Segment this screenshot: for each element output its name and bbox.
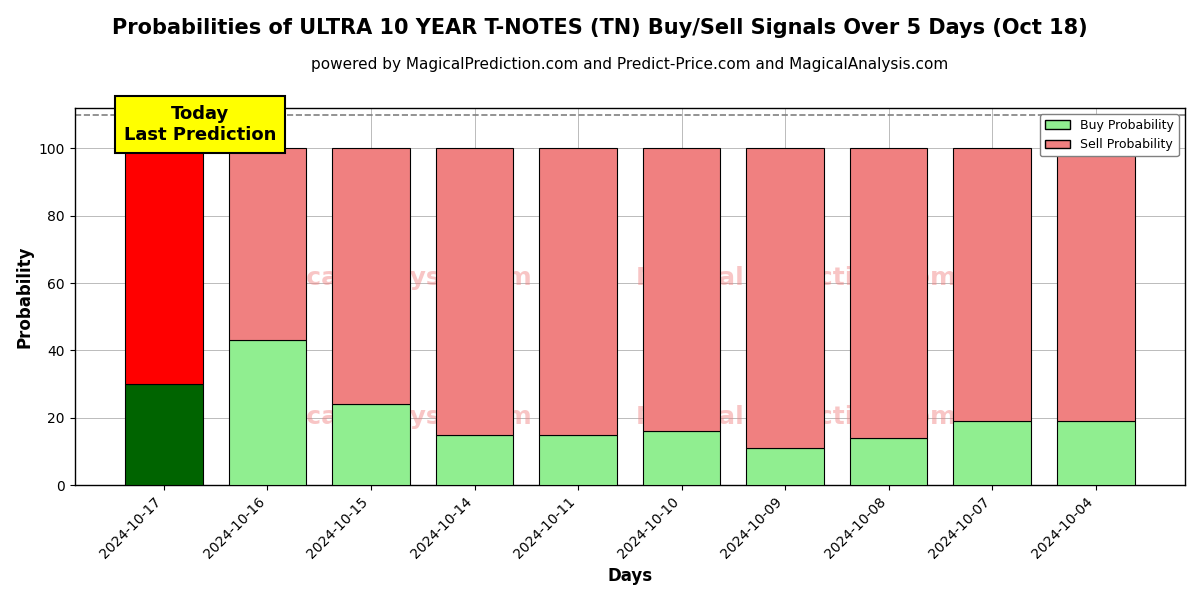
X-axis label: Days: Days — [607, 567, 653, 585]
Bar — [643, 431, 720, 485]
Bar — [850, 148, 928, 438]
Text: MagicalPrediction.com: MagicalPrediction.com — [636, 266, 958, 290]
Bar — [850, 438, 928, 485]
Bar — [229, 340, 306, 485]
Bar — [539, 148, 617, 434]
Text: Probabilities of ULTRA 10 YEAR T-NOTES (TN) Buy/Sell Signals Over 5 Days (Oct 18: Probabilities of ULTRA 10 YEAR T-NOTES (… — [112, 18, 1088, 38]
Bar — [746, 148, 824, 448]
Bar — [229, 148, 306, 340]
Bar — [436, 434, 514, 485]
Text: Today
Last Prediction: Today Last Prediction — [124, 106, 276, 144]
Bar — [125, 148, 203, 384]
Bar — [1057, 421, 1134, 485]
Text: MagicalPrediction.com: MagicalPrediction.com — [636, 405, 958, 429]
Bar — [539, 434, 617, 485]
Bar — [436, 148, 514, 434]
Bar — [1057, 148, 1134, 421]
Y-axis label: Probability: Probability — [16, 245, 34, 348]
Text: MagicalAnalysis.com: MagicalAnalysis.com — [239, 266, 533, 290]
Bar — [746, 448, 824, 485]
Text: MagicalAnalysis.com: MagicalAnalysis.com — [239, 405, 533, 429]
Bar — [332, 148, 410, 404]
Title: powered by MagicalPrediction.com and Predict-Price.com and MagicalAnalysis.com: powered by MagicalPrediction.com and Pre… — [311, 57, 948, 72]
Legend: Buy Probability, Sell Probability: Buy Probability, Sell Probability — [1040, 114, 1178, 157]
Bar — [643, 148, 720, 431]
Bar — [332, 404, 410, 485]
Bar — [953, 148, 1031, 421]
Bar — [125, 384, 203, 485]
Bar — [953, 421, 1031, 485]
